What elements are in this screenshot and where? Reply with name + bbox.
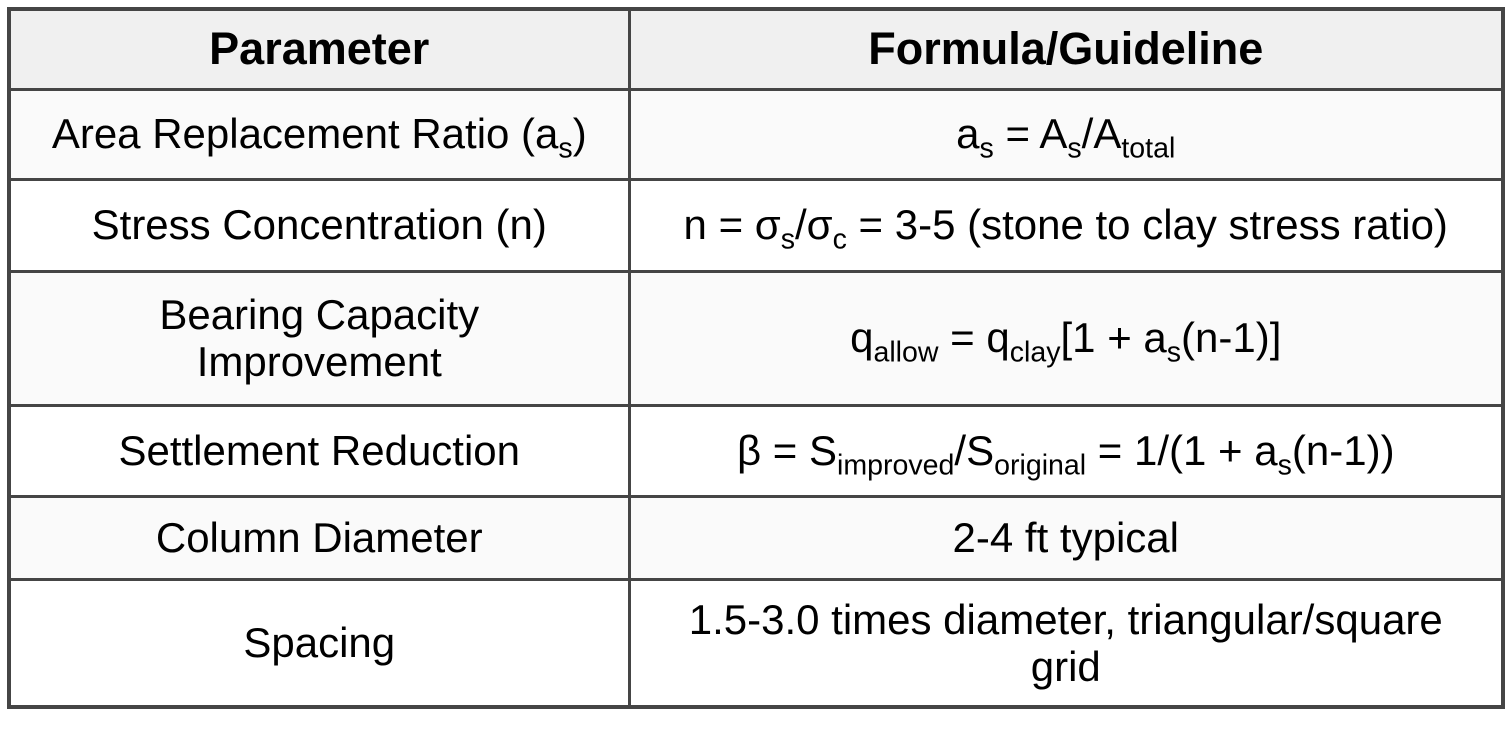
formula-cell: as = As/Atotal [627,87,1505,181]
page: Parameter Formula/Guideline Area Replace… [7,7,1505,709]
table-row-area-replacement-ratio: Area Replacement Ratio (as) as = As/Atot… [7,87,1505,181]
formula-cell: qallow = qclay[1 + as(n-1)] [627,269,1505,407]
parameter-cell: Settlement Reduction [7,403,631,498]
parameter-cell: Stress Concentration (n) [7,177,631,273]
table-row-spacing: Spacing 1.5-3.0 times diameter, triangul… [7,577,1505,709]
table-row-column-diameter: Column Diameter 2-4 ft typical [7,494,1505,581]
table-row-stress-concentration: Stress Concentration (n) n = σs/σc = 3-5… [7,177,1505,273]
table-row-bearing-capacity-improvement: Bearing Capacity Improvement qallow = qc… [7,269,1505,407]
formula-cell: 1.5-3.0 times diameter, triangular/squar… [627,577,1505,709]
header-parameter: Parameter [7,7,631,91]
header-formula-guideline: Formula/Guideline [627,7,1505,91]
formula-cell: β = Simproved/Soriginal = 1/(1 + as(n-1)… [627,403,1505,498]
parameter-cell: Spacing [7,577,631,709]
formula-cell: n = σs/σc = 3-5 (stone to clay stress ra… [627,177,1505,273]
parameters-table: Parameter Formula/Guideline Area Replace… [7,7,1505,709]
parameter-cell: Bearing Capacity Improvement [7,269,631,407]
parameter-cell: Area Replacement Ratio (as) [7,87,631,181]
table-row-settlement-reduction: Settlement Reduction β = Simproved/Sorig… [7,403,1505,498]
formula-cell: 2-4 ft typical [627,494,1505,581]
parameter-cell: Column Diameter [7,494,631,581]
header-row: Parameter Formula/Guideline [7,7,1505,91]
